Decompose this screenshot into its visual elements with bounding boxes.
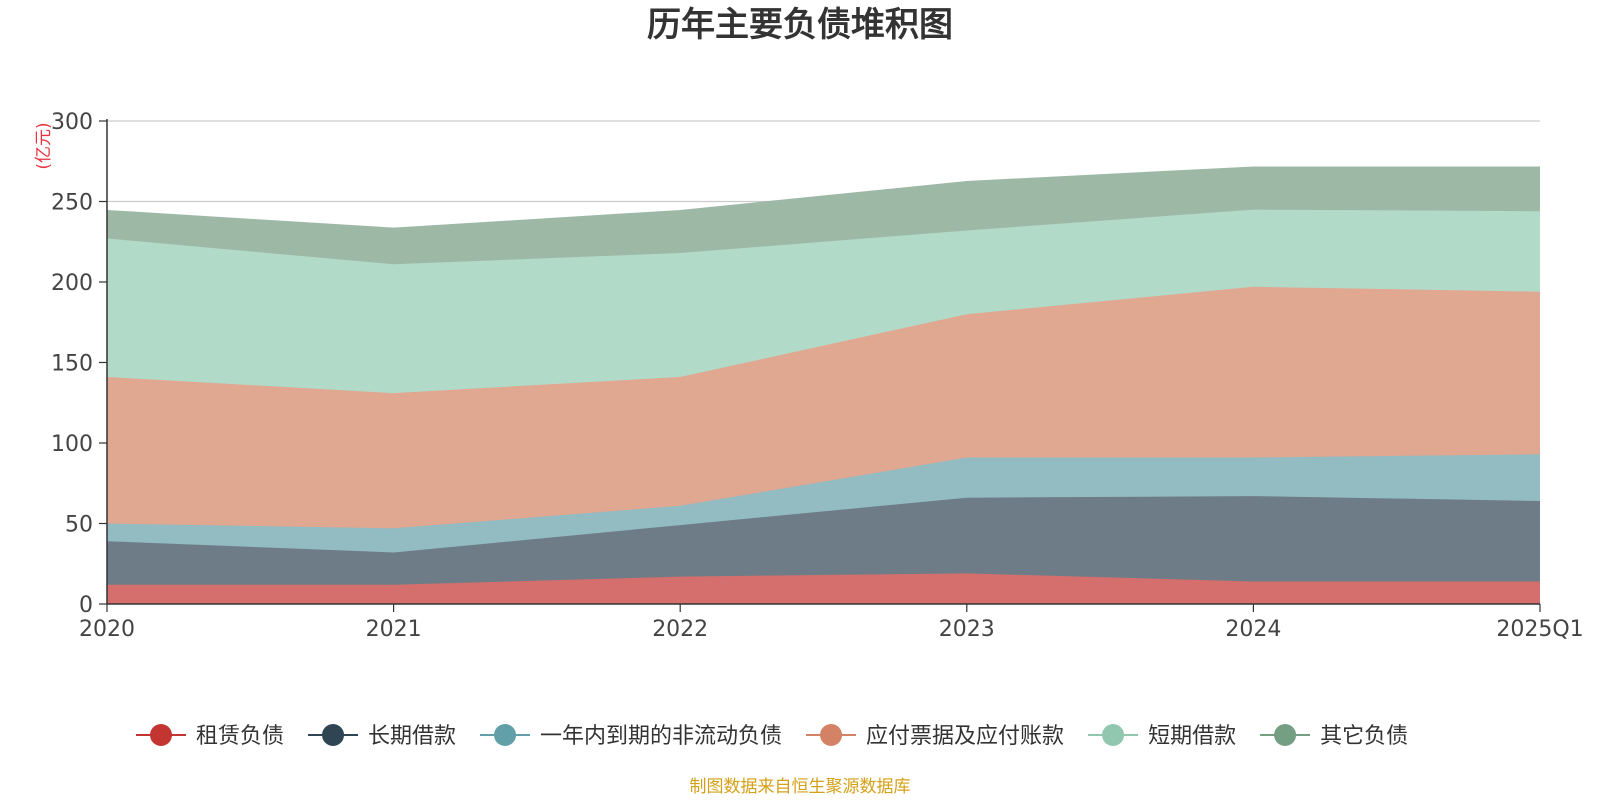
series-area-2[interactable] — [107, 496, 1540, 585]
legend-marker — [322, 724, 345, 746]
legend-label: 其它负债 — [1320, 724, 1408, 749]
legend-label: 租赁负债 — [196, 724, 284, 749]
axis-layer: 0 50 100 150 200 250 300 2020 2021 2022 2023 2024 20… — [51, 110, 1584, 642]
legend-item-6[interactable]: 其它负债 — [1260, 724, 1408, 749]
chart-title: 历年主要负债堆积图 — [647, 5, 953, 45]
series-area-1[interactable] — [107, 573, 1540, 604]
legend-item-2[interactable]: 长期借款 — [308, 724, 456, 749]
y-tick-label: 50 — [65, 513, 93, 538]
legend-item-1[interactable]: 租赁负债 — [136, 724, 284, 749]
legend-item-3[interactable]: 一年内到期的非流动负债 — [480, 724, 782, 749]
source-note: 制图数据来自恒生聚源数据库 — [690, 777, 911, 797]
area-layer — [106, 166, 1541, 604]
legend[interactable]: 租赁负债 长期借款 一年内到期的非流动负债 应付票据及应付账款 短期借款 其它负债 — [136, 724, 1408, 749]
y-unit-label: (亿元) — [34, 122, 54, 169]
x-tick-label: 2025Q1 — [1496, 617, 1583, 642]
legend-item-5[interactable]: 短期借款 — [1088, 724, 1236, 749]
y-tick-label: 200 — [51, 271, 93, 296]
legend-marker — [1102, 724, 1125, 746]
x-tick-label: 2024 — [1225, 617, 1281, 642]
y-tick-label: 100 — [51, 432, 93, 457]
x-tick-label: 2020 — [79, 617, 135, 642]
legend-marker — [1274, 724, 1297, 746]
y-tick-label: 0 — [79, 593, 93, 618]
series-area-3[interactable] — [107, 454, 1540, 553]
series-area-5[interactable] — [107, 209, 1540, 394]
series-area-6[interactable] — [107, 167, 1540, 265]
y-tick-label: 150 — [51, 352, 93, 377]
x-tick-label: 2022 — [652, 617, 708, 642]
legend-label: 应付票据及应付账款 — [866, 724, 1064, 749]
legend-marker — [820, 724, 843, 746]
y-tick-label: 300 — [51, 110, 93, 135]
series-area-4[interactable] — [107, 286, 1540, 529]
legend-marker — [494, 724, 517, 746]
legend-item-4[interactable]: 应付票据及应付账款 — [806, 724, 1064, 749]
x-tick-label: 2021 — [366, 617, 422, 642]
legend-label: 短期借款 — [1148, 724, 1236, 749]
legend-label: 一年内到期的非流动负债 — [540, 724, 782, 749]
y-tick-label: 250 — [51, 191, 93, 216]
x-tick-label: 2023 — [939, 617, 995, 642]
legend-label: 长期借款 — [368, 724, 456, 749]
series-line-6 — [106, 166, 1540, 231]
legend-marker — [150, 724, 172, 746]
